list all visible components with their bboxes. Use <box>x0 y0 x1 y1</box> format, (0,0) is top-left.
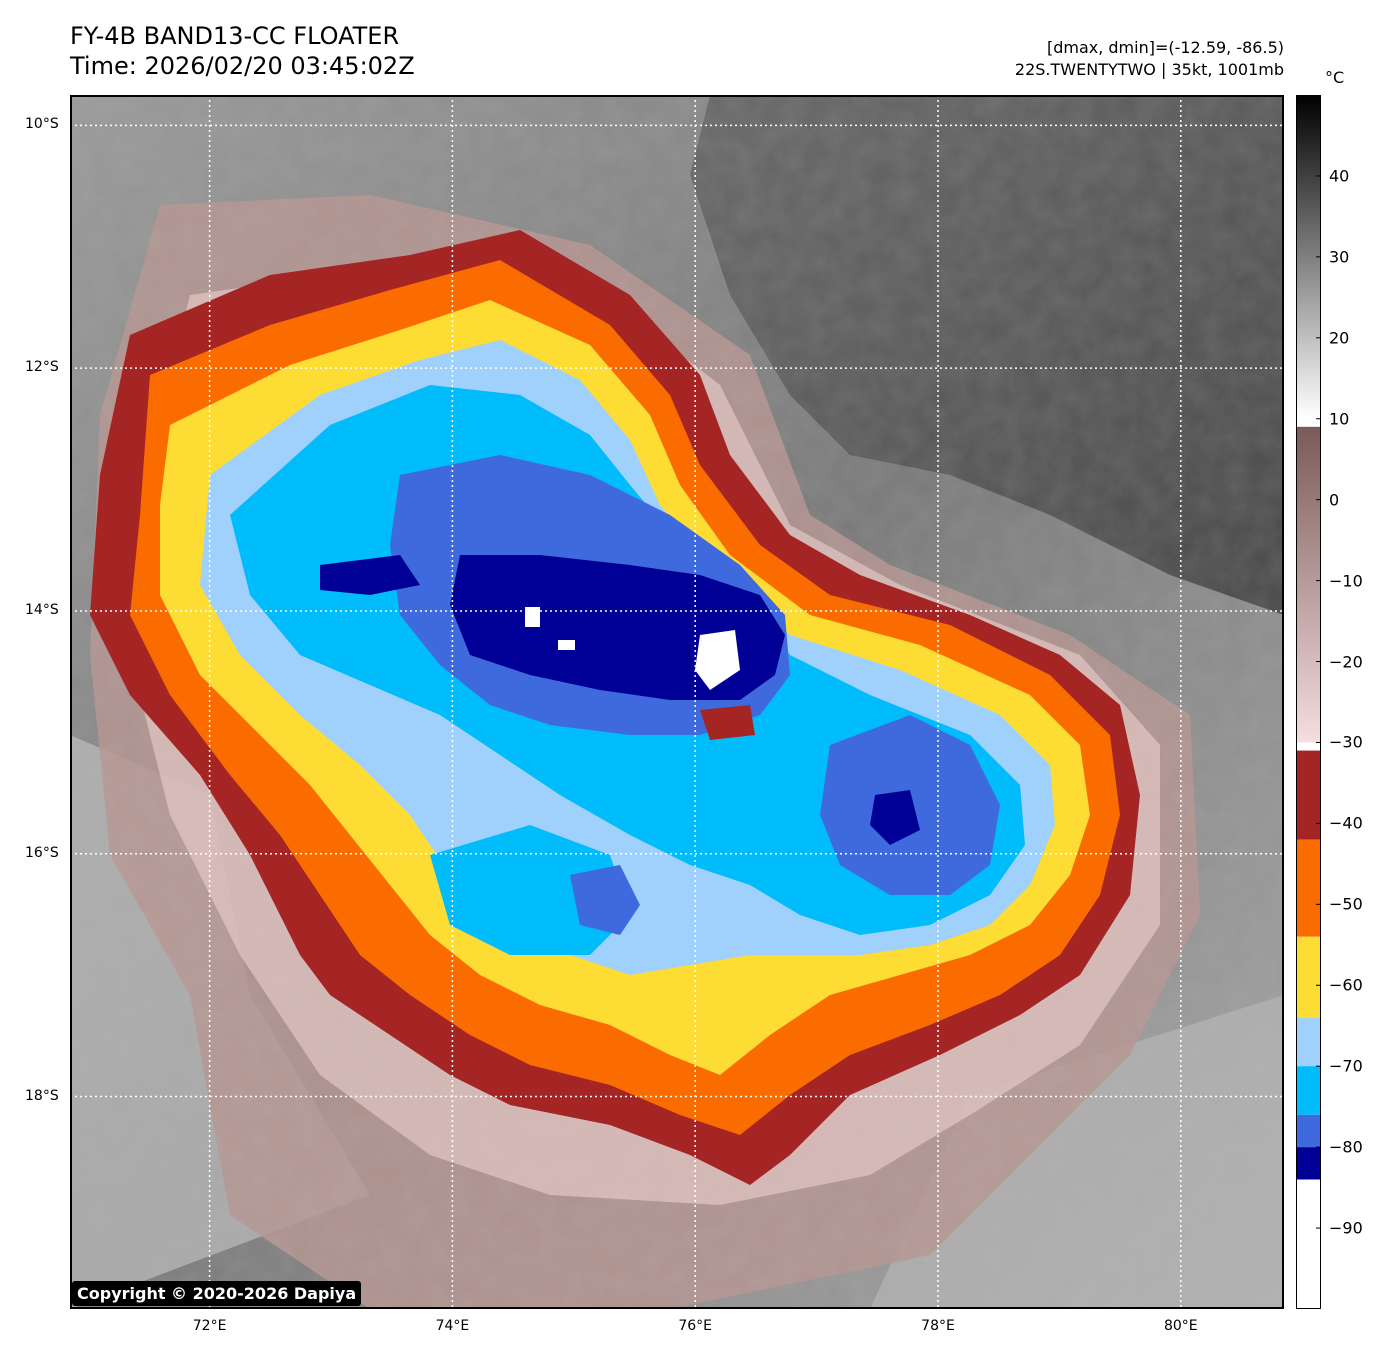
temperature-range-text: [dmax, dmin]=(-12.59, -86.5) <box>1046 38 1284 57</box>
lat-tick-label: 14°S <box>25 601 59 618</box>
colorbar-tick-label: 10 <box>1329 409 1350 429</box>
colorbar <box>1296 95 1321 1309</box>
colorbar-band <box>1296 1017 1321 1067</box>
lat-tick-label: 18°S <box>25 1087 59 1104</box>
colorbar-unit: °C <box>1325 68 1345 87</box>
copyright-badge: Copyright © 2020-2026 Dapiya <box>72 1281 362 1306</box>
colorbar-tick-label: 40 <box>1329 166 1350 186</box>
band-minus-80-small <box>570 865 640 935</box>
gridlines <box>70 95 1284 1309</box>
lon-tick-label: 72°E <box>192 1318 227 1334</box>
colorbar-band <box>1296 1147 1321 1180</box>
colorbar-band <box>1296 1179 1321 1309</box>
colorbar-band <box>1296 936 1321 1018</box>
colorbar-tick-label: −40 <box>1329 813 1363 833</box>
colorbar-tick-label: 0 <box>1329 490 1340 510</box>
map-title: FY-4B BAND13-CC FLOATER <box>70 22 400 50</box>
lon-tick-label: 76°E <box>678 1318 713 1334</box>
coldest-top-2 <box>525 607 540 627</box>
lon-tick-label: 78°E <box>921 1318 955 1334</box>
map-frame <box>70 95 1284 1309</box>
colorbar-band <box>1296 1114 1321 1148</box>
colorbar-tick-label: −30 <box>1329 732 1363 752</box>
colorbar-tick-label: −70 <box>1329 1056 1363 1076</box>
colorbar-band <box>1296 839 1321 937</box>
coldest-top-3 <box>558 640 575 650</box>
lat-tick-label: 16°S <box>25 844 59 861</box>
colorbar-tick-label: −10 <box>1329 571 1363 591</box>
lon-tick-label: 74°E <box>435 1318 470 1334</box>
lon-tick-label: 80°E <box>1163 1318 1198 1334</box>
colorbar-tick-label: 30 <box>1329 247 1350 267</box>
colorbar-band <box>1296 750 1321 840</box>
coldest-top-1 <box>695 630 740 690</box>
band-minus-85-east <box>870 790 920 845</box>
band-minus-85-west <box>320 555 420 595</box>
lat-tick-label: 12°S <box>25 359 59 376</box>
colorbar-band <box>1296 1066 1321 1115</box>
colorbar-tick-label: −50 <box>1329 894 1363 914</box>
colorbar-tick-label: −20 <box>1329 652 1363 672</box>
warm-spot <box>700 705 755 740</box>
colorbar-tick-label: 20 <box>1329 328 1350 348</box>
map-time: Time: 2026/02/20 03:45:02Z <box>70 52 415 80</box>
satellite-map <box>70 95 1284 1309</box>
colorbar-tick-label: −80 <box>1329 1137 1363 1157</box>
storm-info-text: 22S.TWENTYTWO | 35kt, 1001mb <box>1014 60 1284 79</box>
lat-tick-label: 10°S <box>25 116 59 133</box>
colorbar-tick-label: −90 <box>1329 1218 1363 1238</box>
colorbar-tick-label: −60 <box>1329 975 1363 995</box>
colorbar-band <box>1296 426 1321 743</box>
